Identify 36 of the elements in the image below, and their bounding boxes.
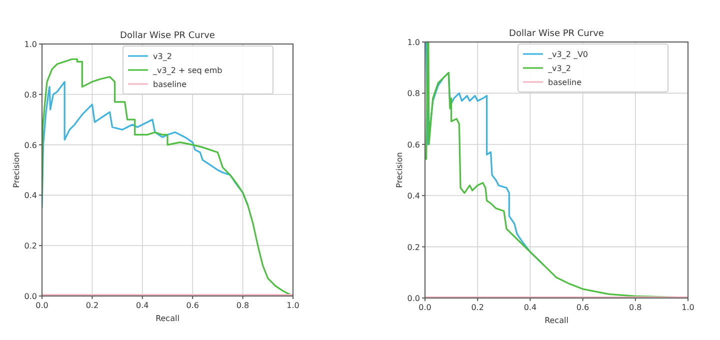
x-tick-label: 0.4 xyxy=(136,301,149,310)
y-tick-label: 0.6 xyxy=(24,140,37,150)
legend-label: baseline xyxy=(153,80,187,89)
y-tick-label: 0.0 xyxy=(24,292,37,301)
legend-label: v3_2 xyxy=(153,52,172,61)
x-axis-title: Recall xyxy=(544,316,568,325)
y-axis-title: Precision xyxy=(395,152,404,188)
y-tick-label: 0.2 xyxy=(24,242,37,251)
y-tick-label: 1.0 xyxy=(24,40,37,49)
chart-title: Dollar Wise PR Curve xyxy=(120,31,216,41)
y-tick-label: 0.6 xyxy=(407,140,420,150)
x-tick-label: 1.0 xyxy=(682,303,694,312)
x-tick-label: 0.8 xyxy=(236,301,250,310)
x-tick-label: 0.6 xyxy=(576,303,590,312)
x-tick-label: 0.4 xyxy=(524,303,537,312)
legend-label: _v3_2 + seq emb xyxy=(152,66,222,75)
chart-title: Dollar Wise PR Curve xyxy=(509,29,604,39)
y-axis-title: Precision xyxy=(12,152,21,188)
y-tick-label: 0.4 xyxy=(24,191,37,200)
x-tick-label: 0.2 xyxy=(86,301,99,310)
y-tick-label: 0.0 xyxy=(407,294,420,303)
y-tick-label: 0.4 xyxy=(407,192,420,201)
x-tick-label: 1.0 xyxy=(286,301,300,310)
x-tick-label: 0.0 xyxy=(36,301,48,310)
legend-label: baseline xyxy=(548,78,582,87)
y-tick-label: 0.8 xyxy=(407,89,420,98)
x-tick-label: 0.0 xyxy=(418,303,432,312)
legend-label: _v3_2 xyxy=(547,64,571,73)
x-tick-label: 0.2 xyxy=(471,303,484,312)
x-tick-label: 0.6 xyxy=(186,301,199,310)
x-tick-label: 0.8 xyxy=(629,303,642,312)
y-tick-label: 1.0 xyxy=(407,38,420,47)
x-axis-title: Recall xyxy=(156,314,180,323)
y-tick-label: 0.8 xyxy=(24,90,37,100)
y-tick-label: 0.2 xyxy=(407,242,420,252)
legend-label: _v3_2 _V0 xyxy=(547,50,588,59)
